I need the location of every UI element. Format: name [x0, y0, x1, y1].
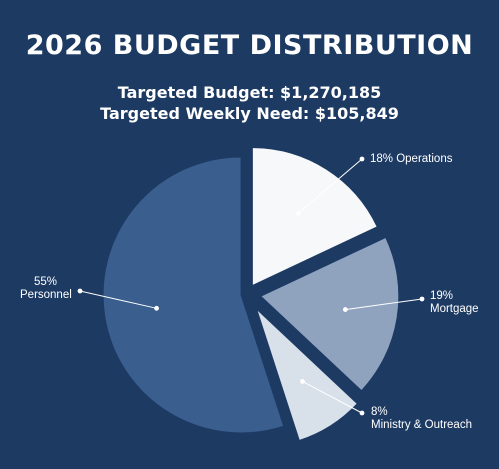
pie-slice-ministry-outreach: [256, 308, 358, 442]
leader-line-ministry-outreach: [302, 380, 363, 414]
chart-title: 2026 BUDGET DISTRIBUTION: [25, 30, 474, 61]
leader-dot-personnel-end: [77, 288, 83, 294]
leader-dot-ministry-outreach-end: [359, 410, 365, 416]
label-operations: 18% Operations: [370, 153, 453, 165]
leader-dot-operations-end: [359, 156, 365, 162]
leader-line-operations: [297, 158, 363, 214]
label-ministry-name: Ministry & Outreach: [371, 419, 472, 431]
targeted-budget: Targeted Budget: $1,270,185: [117, 83, 382, 102]
label-mortgage-percent: 19%: [430, 290, 454, 302]
pie-slice-personnel: [102, 156, 285, 434]
leader-dot-mortgage-start: [342, 307, 348, 312]
leader-line-personnel: [79, 290, 157, 309]
label-mortgage-name: Mortgage: [430, 303, 479, 315]
label-personnel-percent: 55%: [34, 276, 58, 288]
label-ministry-percent: 8%: [371, 406, 388, 418]
leader-dot-ministry-outreach-start: [300, 379, 305, 384]
leader-line-mortgage: [345, 298, 423, 311]
leader-dot-personnel-start: [154, 305, 159, 311]
pie-slice-operations: [251, 147, 378, 287]
pie-slice-mortgage: [259, 236, 400, 392]
leader-dot-operations-start: [295, 210, 301, 216]
leader-dot-mortgage-end: [419, 296, 425, 302]
label-personnel-name: Personnel: [20, 289, 72, 301]
targeted-weekly-need: Targeted Weekly Need: $105,849: [100, 104, 399, 123]
